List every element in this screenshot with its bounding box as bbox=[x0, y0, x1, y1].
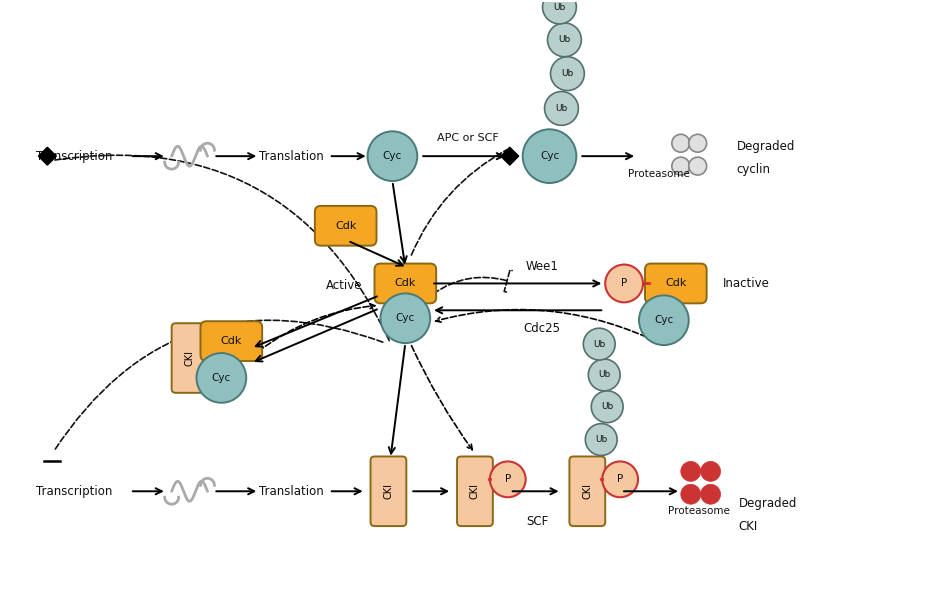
Circle shape bbox=[689, 134, 707, 152]
Text: Transcription: Transcription bbox=[36, 149, 113, 163]
Polygon shape bbox=[501, 147, 519, 165]
Circle shape bbox=[381, 293, 430, 343]
Text: Cyc: Cyc bbox=[540, 151, 560, 161]
Circle shape bbox=[681, 484, 701, 504]
Text: Translation: Translation bbox=[259, 149, 323, 163]
Circle shape bbox=[605, 265, 643, 303]
Text: Cdk: Cdk bbox=[335, 221, 357, 231]
Circle shape bbox=[672, 134, 690, 152]
Text: Active: Active bbox=[326, 279, 362, 292]
Text: APC or SCF: APC or SCF bbox=[438, 133, 499, 143]
Text: CKI: CKI bbox=[582, 483, 592, 499]
Text: P: P bbox=[621, 278, 627, 289]
Text: Transcription: Transcription bbox=[36, 485, 113, 498]
Text: CKI: CKI bbox=[738, 520, 758, 533]
FancyBboxPatch shape bbox=[371, 456, 406, 526]
Text: Inactive: Inactive bbox=[722, 277, 769, 290]
Circle shape bbox=[639, 295, 689, 345]
Text: Ub: Ub bbox=[595, 435, 607, 444]
Circle shape bbox=[689, 157, 707, 175]
FancyBboxPatch shape bbox=[171, 323, 208, 393]
Circle shape bbox=[701, 461, 721, 481]
Text: Cdk: Cdk bbox=[221, 336, 242, 346]
FancyBboxPatch shape bbox=[200, 321, 263, 361]
FancyBboxPatch shape bbox=[457, 456, 492, 526]
Circle shape bbox=[545, 92, 578, 125]
Circle shape bbox=[701, 484, 721, 504]
Text: Ub: Ub bbox=[598, 370, 611, 379]
Text: Translation: Translation bbox=[259, 485, 323, 498]
FancyBboxPatch shape bbox=[374, 264, 436, 303]
Text: Proteasome: Proteasome bbox=[628, 169, 690, 179]
Text: Cyc: Cyc bbox=[396, 314, 415, 323]
FancyArrowPatch shape bbox=[412, 149, 507, 255]
Polygon shape bbox=[38, 147, 56, 165]
Text: Ub: Ub bbox=[593, 340, 605, 348]
Text: Cyc: Cyc bbox=[211, 373, 231, 383]
Text: Cdk: Cdk bbox=[665, 278, 686, 289]
Circle shape bbox=[543, 0, 576, 24]
Text: Proteasome: Proteasome bbox=[668, 506, 730, 516]
Circle shape bbox=[490, 461, 526, 497]
Text: Ub: Ub bbox=[559, 35, 571, 45]
Circle shape bbox=[586, 424, 617, 456]
Circle shape bbox=[584, 328, 615, 360]
FancyBboxPatch shape bbox=[570, 456, 605, 526]
Text: Cyc: Cyc bbox=[654, 315, 673, 325]
Text: Ub: Ub bbox=[601, 402, 614, 411]
Text: P: P bbox=[505, 475, 511, 484]
FancyArrowPatch shape bbox=[434, 270, 512, 294]
Text: Ub: Ub bbox=[553, 2, 566, 12]
Text: Degraded: Degraded bbox=[736, 140, 795, 152]
FancyArrowPatch shape bbox=[50, 155, 389, 340]
Text: CKI: CKI bbox=[470, 483, 480, 499]
Text: CKI: CKI bbox=[384, 483, 394, 499]
Text: Ub: Ub bbox=[555, 104, 568, 113]
Text: CKI: CKI bbox=[184, 350, 195, 366]
Circle shape bbox=[522, 129, 576, 183]
FancyBboxPatch shape bbox=[315, 206, 376, 246]
Circle shape bbox=[591, 391, 623, 423]
FancyArrowPatch shape bbox=[54, 320, 383, 451]
Text: P: P bbox=[617, 475, 623, 484]
FancyBboxPatch shape bbox=[645, 264, 707, 303]
Circle shape bbox=[547, 23, 581, 57]
Text: Cyc: Cyc bbox=[383, 151, 402, 161]
Circle shape bbox=[196, 353, 246, 403]
Circle shape bbox=[368, 131, 417, 181]
Text: Wee1: Wee1 bbox=[525, 260, 558, 273]
Circle shape bbox=[602, 461, 638, 497]
Circle shape bbox=[550, 57, 585, 90]
Text: Degraded: Degraded bbox=[738, 497, 797, 510]
Circle shape bbox=[681, 461, 701, 481]
Circle shape bbox=[588, 359, 620, 391]
Text: Ub: Ub bbox=[561, 69, 573, 78]
Text: Cdc25: Cdc25 bbox=[523, 321, 560, 335]
Circle shape bbox=[672, 157, 690, 175]
Text: cyclin: cyclin bbox=[736, 163, 771, 176]
Text: Cdk: Cdk bbox=[395, 278, 416, 289]
Text: SCF: SCF bbox=[526, 515, 548, 528]
